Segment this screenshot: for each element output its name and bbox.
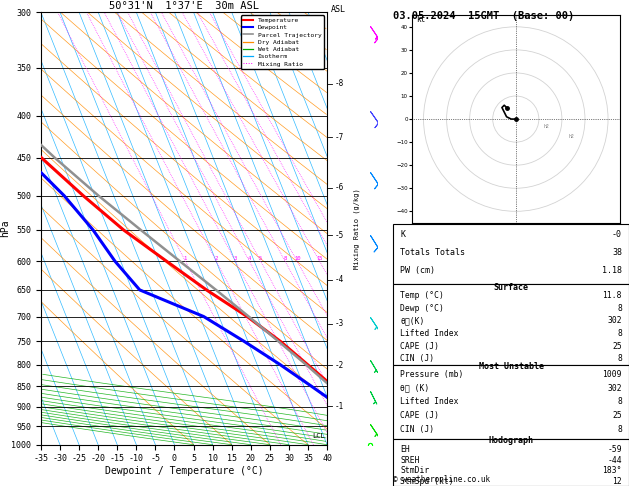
Bar bbox=[393, 365, 629, 439]
Y-axis label: hPa: hPa bbox=[0, 220, 10, 237]
Text: Surface: Surface bbox=[494, 283, 528, 293]
Text: 25: 25 bbox=[612, 342, 622, 350]
Text: CAPE (J): CAPE (J) bbox=[400, 411, 439, 420]
Text: SREH: SREH bbox=[400, 456, 420, 465]
Text: 183°: 183° bbox=[603, 466, 622, 475]
Text: PW (cm): PW (cm) bbox=[400, 266, 435, 275]
Bar bbox=[393, 224, 629, 284]
Text: -4: -4 bbox=[335, 276, 344, 284]
Text: Temp (°C): Temp (°C) bbox=[400, 291, 444, 300]
Text: CIN (J): CIN (J) bbox=[400, 354, 435, 363]
Text: K: K bbox=[400, 229, 405, 239]
Legend: Temperature, Dewpoint, Parcel Trajectory, Dry Adiabat, Wet Adiabat, Isotherm, Mi: Temperature, Dewpoint, Parcel Trajectory… bbox=[241, 15, 324, 69]
Text: 1009: 1009 bbox=[603, 370, 622, 379]
Text: © weatheronline.co.uk: © weatheronline.co.uk bbox=[393, 474, 490, 484]
Bar bbox=[393, 284, 629, 365]
Text: h2: h2 bbox=[543, 124, 549, 129]
Text: -1: -1 bbox=[335, 401, 344, 411]
Text: 8: 8 bbox=[617, 397, 622, 406]
Text: CIN (J): CIN (J) bbox=[400, 425, 435, 434]
Text: -3: -3 bbox=[335, 319, 344, 328]
Text: 15: 15 bbox=[316, 256, 323, 261]
Text: Most Unstable: Most Unstable bbox=[479, 362, 543, 371]
Text: 8: 8 bbox=[617, 354, 622, 363]
Text: -44: -44 bbox=[607, 456, 622, 465]
Text: StmSpd (kt): StmSpd (kt) bbox=[400, 477, 454, 486]
Text: 10: 10 bbox=[294, 256, 300, 261]
Text: 8: 8 bbox=[617, 329, 622, 338]
Text: 302: 302 bbox=[607, 383, 622, 393]
Text: 8: 8 bbox=[284, 256, 287, 261]
Text: Mixing Ratio (g/kg): Mixing Ratio (g/kg) bbox=[353, 188, 360, 269]
Text: 1.18: 1.18 bbox=[602, 266, 622, 275]
Text: 8: 8 bbox=[617, 304, 622, 313]
Text: CAPE (J): CAPE (J) bbox=[400, 342, 439, 350]
Text: Lifted Index: Lifted Index bbox=[400, 397, 459, 406]
X-axis label: Dewpoint / Temperature (°C): Dewpoint / Temperature (°C) bbox=[104, 466, 264, 476]
Text: -59: -59 bbox=[607, 445, 622, 454]
Text: Lifted Index: Lifted Index bbox=[400, 329, 459, 338]
Text: 12: 12 bbox=[612, 477, 622, 486]
Text: 3: 3 bbox=[234, 256, 237, 261]
Text: 8: 8 bbox=[617, 425, 622, 434]
Text: StmDir: StmDir bbox=[400, 466, 430, 475]
Text: -2: -2 bbox=[335, 361, 344, 370]
Text: EH: EH bbox=[400, 445, 410, 454]
Text: ASL: ASL bbox=[331, 5, 345, 14]
Text: h2: h2 bbox=[569, 134, 574, 139]
Text: -5: -5 bbox=[335, 230, 344, 240]
Text: LCL: LCL bbox=[313, 433, 325, 438]
Text: Pressure (mb): Pressure (mb) bbox=[400, 370, 464, 379]
Text: θᴄ (K): θᴄ (K) bbox=[400, 383, 430, 393]
Text: 11.8: 11.8 bbox=[603, 291, 622, 300]
Text: 5: 5 bbox=[259, 256, 262, 261]
Text: Hodograph: Hodograph bbox=[489, 436, 533, 445]
Text: 4: 4 bbox=[248, 256, 251, 261]
Text: Dewp (°C): Dewp (°C) bbox=[400, 304, 444, 313]
Text: km: km bbox=[331, 0, 340, 1]
Text: kt: kt bbox=[416, 15, 426, 24]
Text: 03.05.2024  15GMT  (Base: 00): 03.05.2024 15GMT (Base: 00) bbox=[393, 11, 574, 21]
Text: 2: 2 bbox=[214, 256, 218, 261]
Text: 1: 1 bbox=[184, 256, 187, 261]
Text: 25: 25 bbox=[612, 411, 622, 420]
Text: -6: -6 bbox=[335, 183, 344, 192]
Bar bbox=[393, 439, 629, 486]
Text: -7: -7 bbox=[335, 133, 344, 142]
Text: 302: 302 bbox=[607, 316, 622, 326]
Text: -8: -8 bbox=[335, 79, 344, 88]
Text: Totals Totals: Totals Totals bbox=[400, 248, 465, 257]
Title: 50°31'N  1°37'E  30m ASL: 50°31'N 1°37'E 30m ASL bbox=[109, 1, 259, 11]
Text: θᴄ(K): θᴄ(K) bbox=[400, 316, 425, 326]
Text: -0: -0 bbox=[612, 229, 622, 239]
Text: 38: 38 bbox=[612, 248, 622, 257]
